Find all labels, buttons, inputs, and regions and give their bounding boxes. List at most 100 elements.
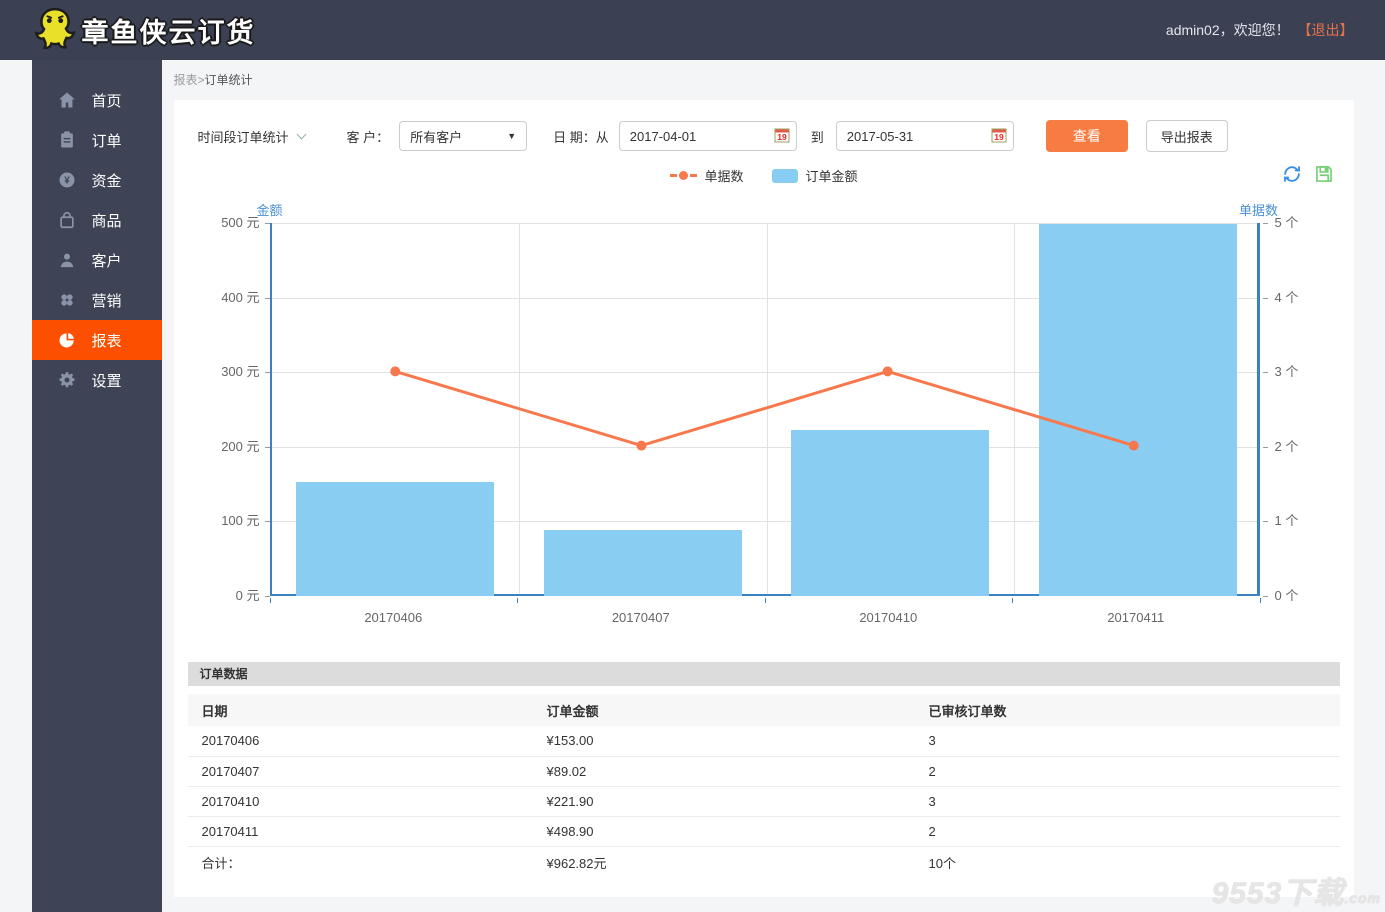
date-to-field: 19	[836, 121, 1014, 151]
report-type-dropdown[interactable]: 时间段订单统计	[198, 127, 305, 146]
save-icon[interactable]	[1314, 164, 1334, 184]
table-total-row: 合计：¥962.82元10个	[188, 846, 1340, 879]
shopping-bag-icon	[57, 210, 77, 230]
table-row: 20170406¥153.003	[188, 726, 1340, 756]
tick-mark	[1263, 521, 1268, 522]
customer-label: 客 户：	[347, 127, 390, 146]
table-section-title: 订单数据	[188, 662, 1340, 686]
x-axis-label: 20170407	[571, 610, 711, 625]
table-cell: 20170406	[188, 726, 533, 756]
chart-legend: 单据数 订单金额	[669, 166, 857, 185]
chart-plot	[270, 223, 1260, 596]
table-cell: 合计：	[188, 846, 533, 879]
tick-mark	[765, 598, 766, 603]
sidebar-item-shopping-bag[interactable]: 商品	[32, 200, 162, 240]
left-axis-tick: 100 元	[188, 512, 260, 530]
watermark: 9553下载.com	[1212, 868, 1381, 912]
table-cell: 3	[915, 726, 1340, 756]
tick-mark	[265, 521, 270, 522]
tick-mark	[1263, 596, 1268, 597]
sidebar-item-yen-coin[interactable]: ¥ 资金	[32, 160, 162, 200]
breadcrumb: 报表>订单统计	[174, 60, 1354, 100]
table-cell: ¥153.00	[533, 726, 915, 756]
tick-mark	[1263, 223, 1268, 224]
tick-mark	[1263, 447, 1268, 448]
table-cell: ¥221.90	[533, 786, 915, 816]
export-report-button[interactable]: 导出报表	[1146, 120, 1228, 152]
customer-select[interactable]: 所有客户 ▼	[399, 121, 527, 151]
tick-mark	[265, 596, 270, 597]
welcome-text: admin02，欢迎您！	[1166, 22, 1290, 38]
view-button[interactable]: 查看	[1046, 120, 1128, 152]
line-series	[272, 223, 1257, 594]
app-title: 章鱼侠云订货	[82, 11, 256, 50]
calendar-icon[interactable]: 19	[774, 127, 790, 146]
svg-text:19: 19	[777, 132, 787, 142]
left-axis-tick: 0 元	[188, 587, 260, 605]
date-to-input[interactable]	[837, 129, 991, 144]
right-axis-tick: 5 个	[1275, 214, 1345, 232]
sidebar-item-settings-gear[interactable]: 设置	[32, 360, 162, 400]
right-axis-tick: 3 个	[1275, 363, 1345, 381]
table-header: 已审核订单数	[915, 694, 1340, 726]
sidebar-item-label: 设置	[92, 370, 122, 391]
table-cell: ¥89.02	[533, 756, 915, 786]
sidebar-item-label: 首页	[92, 90, 122, 111]
table-cell: 2	[915, 816, 1340, 846]
left-axis-tick: 400 元	[188, 289, 260, 307]
table-cell: 20170410	[188, 786, 533, 816]
table-cell: ¥498.90	[533, 816, 915, 846]
sidebar-item-report-pie[interactable]: 报表	[32, 320, 162, 360]
orders-table: 日期订单金额已审核订单数20170406¥153.00320170407¥89.…	[188, 694, 1340, 879]
filter-toolbar: 时间段订单统计 客 户： 所有客户 ▼ 日 期：从 19 到	[188, 120, 1340, 152]
refresh-icon[interactable]	[1282, 164, 1302, 184]
chevron-down-icon	[296, 129, 306, 139]
sidebar-item-label: 资金	[92, 170, 122, 191]
svg-text:19: 19	[994, 132, 1004, 142]
breadcrumb-parent[interactable]: 报表	[174, 73, 198, 87]
legend-label: 订单金额	[806, 166, 858, 185]
sidebar-item-marketing-dots[interactable]: 营销	[32, 280, 162, 320]
chart: 金额 单据数 500 元5 个400 元4 个300 元3 个200 元2 个1…	[188, 200, 1340, 640]
chart-tools	[1282, 164, 1334, 184]
home-icon	[57, 90, 77, 110]
tick-mark	[265, 298, 270, 299]
order-clipboard-icon	[57, 130, 77, 150]
sidebar-menu: 首页订单 ¥ 资金商品客户营销报表设置	[32, 60, 162, 912]
x-axis-label: 20170406	[323, 610, 463, 625]
sidebar-item-label: 客户	[92, 250, 122, 271]
calendar-icon[interactable]: 19	[991, 127, 1007, 146]
sidebar-item-customer-person[interactable]: 客户	[32, 240, 162, 280]
select-arrow-icon: ▼	[507, 131, 516, 141]
x-axis-label: 20170411	[1066, 610, 1206, 625]
breadcrumb-separator: >	[198, 73, 205, 87]
sidebar-item-label: 报表	[92, 330, 122, 351]
tick-mark	[1263, 298, 1268, 299]
legend-row: 单据数 订单金额	[188, 164, 1340, 190]
marketing-dots-icon	[57, 290, 77, 310]
left-axis-tick: 500 元	[188, 214, 260, 232]
date-from-field: 19	[619, 121, 797, 151]
legend-item-line[interactable]: 单据数	[669, 166, 743, 185]
sidebar-item-order-clipboard[interactable]: 订单	[32, 120, 162, 160]
svg-text:¥: ¥	[64, 176, 70, 187]
yen-coin-icon: ¥	[57, 170, 77, 190]
settings-gear-icon	[57, 370, 77, 390]
table-cell: 20170411	[188, 816, 533, 846]
date-from-input[interactable]	[620, 129, 774, 144]
sidebar-item-home[interactable]: 首页	[32, 80, 162, 120]
date-to-label: 到	[811, 127, 824, 146]
table-header-row: 日期订单金额已审核订单数	[188, 694, 1340, 726]
table-row: 20170410¥221.903	[188, 786, 1340, 816]
watermark-suffix: .com	[1344, 890, 1381, 906]
app-logo: 章鱼侠云订货	[32, 5, 256, 56]
user-info: admin02，欢迎您！ 【退出】	[1166, 20, 1354, 40]
sidebar-item-label: 订单	[92, 130, 122, 151]
breadcrumb-current: 订单统计	[205, 73, 253, 87]
date-from-label: 日 期：从	[553, 127, 609, 146]
right-axis-tick: 2 个	[1275, 438, 1345, 456]
logout-link[interactable]: 【退出】	[1298, 22, 1354, 38]
tick-mark	[1260, 598, 1261, 603]
right-axis-tick: 4 个	[1275, 289, 1345, 307]
legend-item-bar[interactable]: 订单金额	[772, 166, 858, 185]
